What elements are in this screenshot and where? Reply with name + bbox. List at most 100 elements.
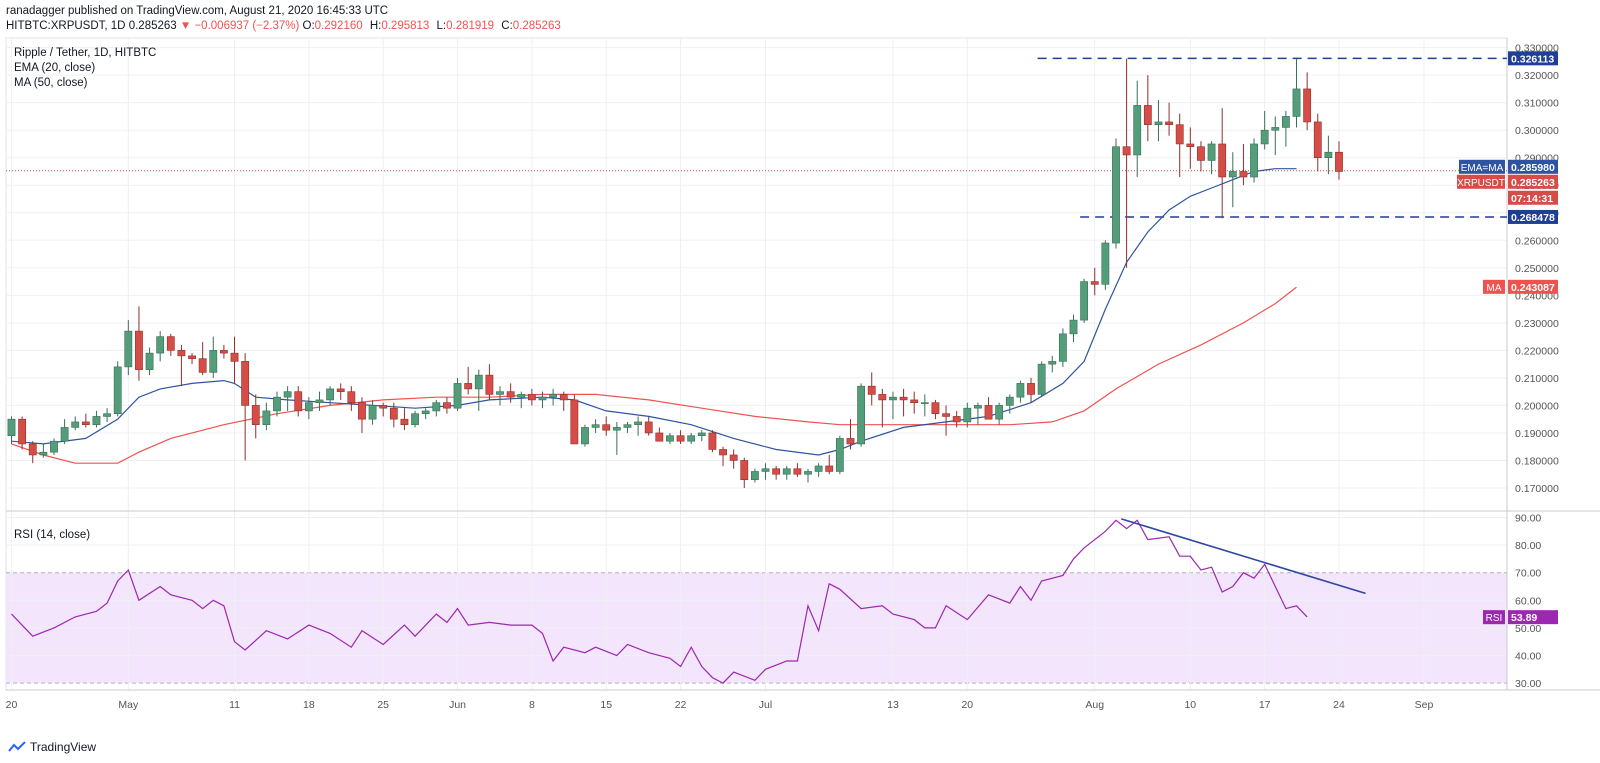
candle-body bbox=[1260, 129, 1269, 145]
candle-body bbox=[974, 405, 982, 409]
candle-body bbox=[612, 427, 621, 431]
candle-body bbox=[124, 330, 133, 368]
candle-body bbox=[719, 449, 727, 456]
candle-body bbox=[1292, 88, 1301, 117]
rsi-tick-label: 90.00 bbox=[1515, 513, 1541, 525]
open-label: O: bbox=[302, 20, 315, 32]
rsi-tick-label: 80.00 bbox=[1515, 540, 1541, 552]
tradingview-logo-icon bbox=[8, 741, 26, 752]
level-tag-value: 0.326113 bbox=[1511, 53, 1554, 65]
candle-body bbox=[389, 407, 398, 420]
candle-body bbox=[1016, 383, 1025, 398]
candle-body bbox=[1228, 171, 1237, 178]
candle-body bbox=[81, 421, 90, 425]
time-tick-label: 25 bbox=[377, 699, 389, 711]
candle-body bbox=[942, 413, 950, 417]
candle-body bbox=[294, 391, 303, 412]
candle-body bbox=[697, 432, 706, 436]
candle-body bbox=[71, 421, 80, 428]
ma-legend[interactable]: MA (50, close) bbox=[14, 77, 88, 89]
candle-body bbox=[220, 350, 228, 354]
candle-body bbox=[559, 394, 568, 401]
rsi-tick-label: 50.00 bbox=[1515, 623, 1541, 635]
candle-body bbox=[273, 396, 281, 412]
candle-body bbox=[581, 427, 589, 445]
candle-body bbox=[92, 416, 101, 425]
candle-body bbox=[750, 471, 759, 481]
price-tag-name: XRPUSDT bbox=[1457, 178, 1505, 189]
price-tick-label: 0.210000 bbox=[1515, 373, 1559, 385]
candle-body bbox=[241, 361, 250, 406]
candle-body bbox=[623, 424, 632, 428]
candle-body bbox=[857, 385, 865, 445]
candle-body bbox=[103, 413, 111, 417]
candle-body bbox=[1090, 281, 1099, 285]
candle-body bbox=[1122, 146, 1131, 156]
candle-body bbox=[1112, 146, 1120, 244]
candle-body bbox=[761, 468, 770, 472]
candle-body bbox=[1058, 333, 1067, 362]
candle-body bbox=[910, 399, 919, 403]
price-tag-value: 0.285263 bbox=[1511, 177, 1555, 189]
candle-body bbox=[984, 405, 993, 420]
time-tick-label: 22 bbox=[675, 699, 687, 711]
time-tick-label: 13 bbox=[887, 699, 899, 711]
price-tag-name-box bbox=[1457, 174, 1505, 189]
candle-body bbox=[496, 391, 504, 395]
price-tick-label: 0.180000 bbox=[1515, 455, 1559, 467]
rsi-line bbox=[11, 519, 1308, 684]
ema-legend[interactable]: EMA (20, close) bbox=[14, 62, 96, 74]
candle-body bbox=[1037, 363, 1046, 395]
candle-body bbox=[570, 399, 579, 445]
footer-brand: TradingView bbox=[30, 740, 97, 754]
candle-body bbox=[1165, 121, 1173, 125]
rsi-tag-value-box bbox=[1508, 610, 1558, 625]
candle-body bbox=[804, 471, 812, 475]
time-tick-label: 18 bbox=[303, 699, 315, 711]
candle-body bbox=[1101, 242, 1110, 285]
candle-body bbox=[1154, 121, 1163, 125]
candle-body bbox=[379, 405, 388, 409]
candle-body bbox=[262, 410, 271, 425]
time-tick-label: 20 bbox=[6, 699, 18, 711]
candle-body bbox=[889, 396, 897, 401]
close-value: 0.285263 bbox=[512, 20, 561, 32]
price-legend: Ripple / Tether, 1D, HITBTC EMA (20, clo… bbox=[14, 46, 156, 91]
candle-body bbox=[1027, 383, 1035, 395]
close-label: C: bbox=[501, 20, 513, 32]
candle-body bbox=[517, 394, 526, 398]
rsi-legend[interactable]: RSI (14, close) bbox=[14, 529, 91, 541]
chart-canvas[interactable]: 0.170000 0.180000 0.190000 0.200000 0.210000… bbox=[0, 0, 1600, 740]
candle-body bbox=[1080, 281, 1089, 321]
down-arrow-icon: ▼ bbox=[179, 20, 192, 32]
ma50-line bbox=[11, 286, 1297, 464]
time-tick-label: Aug bbox=[1085, 699, 1104, 711]
candle-body bbox=[60, 427, 69, 442]
candle-body bbox=[50, 440, 58, 453]
level-tag-value-box bbox=[1508, 209, 1558, 224]
time-tick-label: May bbox=[118, 699, 139, 711]
candle-body bbox=[39, 451, 48, 456]
ema-ma-tag-value: 0.285980 bbox=[1511, 162, 1555, 174]
candle-body bbox=[230, 352, 239, 362]
rsi-trendline[interactable] bbox=[1121, 518, 1366, 595]
candle-body bbox=[899, 396, 908, 401]
price-tick-label: 0.320000 bbox=[1515, 70, 1559, 82]
candle-body bbox=[527, 394, 536, 401]
ma-tag-value-box bbox=[1508, 279, 1558, 294]
candle-body bbox=[177, 350, 186, 357]
ma-tag-name-box bbox=[1483, 279, 1505, 294]
price-tick-label: 0.220000 bbox=[1515, 345, 1559, 357]
time-tick-label: 17 bbox=[1259, 699, 1271, 711]
candle-body bbox=[18, 418, 27, 445]
candle-body bbox=[113, 366, 122, 414]
candle-body bbox=[846, 438, 855, 445]
rsi-tag-name: RSI bbox=[1486, 613, 1503, 624]
published-line: ranadagger published on TradingView.com,… bbox=[6, 5, 389, 17]
candle-body bbox=[920, 402, 929, 404]
candle-body bbox=[209, 350, 218, 373]
candle-body bbox=[1005, 396, 1014, 406]
price-tick-label: 0.300000 bbox=[1515, 125, 1559, 137]
chart-title[interactable]: Ripple / Tether, 1D, HITBTC bbox=[14, 47, 157, 59]
candle-body bbox=[421, 410, 430, 414]
